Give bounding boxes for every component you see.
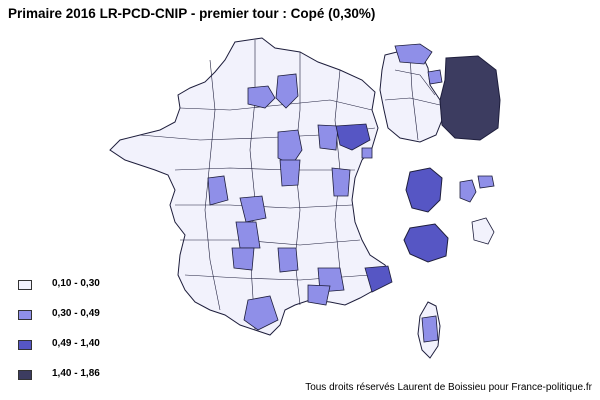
credit-text: Tous droits réservés Laurent de Boissieu… xyxy=(305,382,592,393)
ile-de-france-borders xyxy=(384,54,441,141)
legend: 0,10 - 0,30 0,30 - 0,49 0,49 - 1,40 1,40… xyxy=(18,278,148,400)
legend-swatch xyxy=(18,370,32,380)
legend-swatch xyxy=(18,340,32,350)
legend-item: 0,10 - 0,30 xyxy=(18,278,148,310)
departments-class-3 xyxy=(335,123,393,293)
departments-class-2 xyxy=(207,73,373,331)
legend-label: 0,30 - 0,49 xyxy=(52,308,100,319)
metropolitan-france xyxy=(109,37,391,336)
guyane xyxy=(471,217,495,245)
legend-label: 0,49 - 1,40 xyxy=(52,338,100,349)
ile-de-france-class-4 xyxy=(439,55,501,141)
legend-label: 1,40 - 1,86 xyxy=(52,368,100,379)
martinique xyxy=(459,179,477,203)
map-title: Primaire 2016 LR-PCD-CNIP - premier tour… xyxy=(8,6,376,21)
legend-label: 0,10 - 0,30 xyxy=(52,278,100,289)
legend-item: 0,30 - 0,49 xyxy=(18,308,148,340)
reunion xyxy=(403,223,449,263)
corsica-class-2 xyxy=(421,315,439,343)
ile-de-france-inset xyxy=(379,49,443,143)
saint-pierre xyxy=(477,175,495,189)
legend-item: 1,40 - 1,86 xyxy=(18,368,148,400)
legend-swatch xyxy=(18,280,32,290)
ile-de-france-class-2 xyxy=(394,43,433,65)
legend-item: 0,49 - 1,40 xyxy=(18,338,148,370)
paris-class-2 xyxy=(427,69,443,85)
legend-swatch xyxy=(18,310,32,320)
guadeloupe xyxy=(405,167,443,213)
